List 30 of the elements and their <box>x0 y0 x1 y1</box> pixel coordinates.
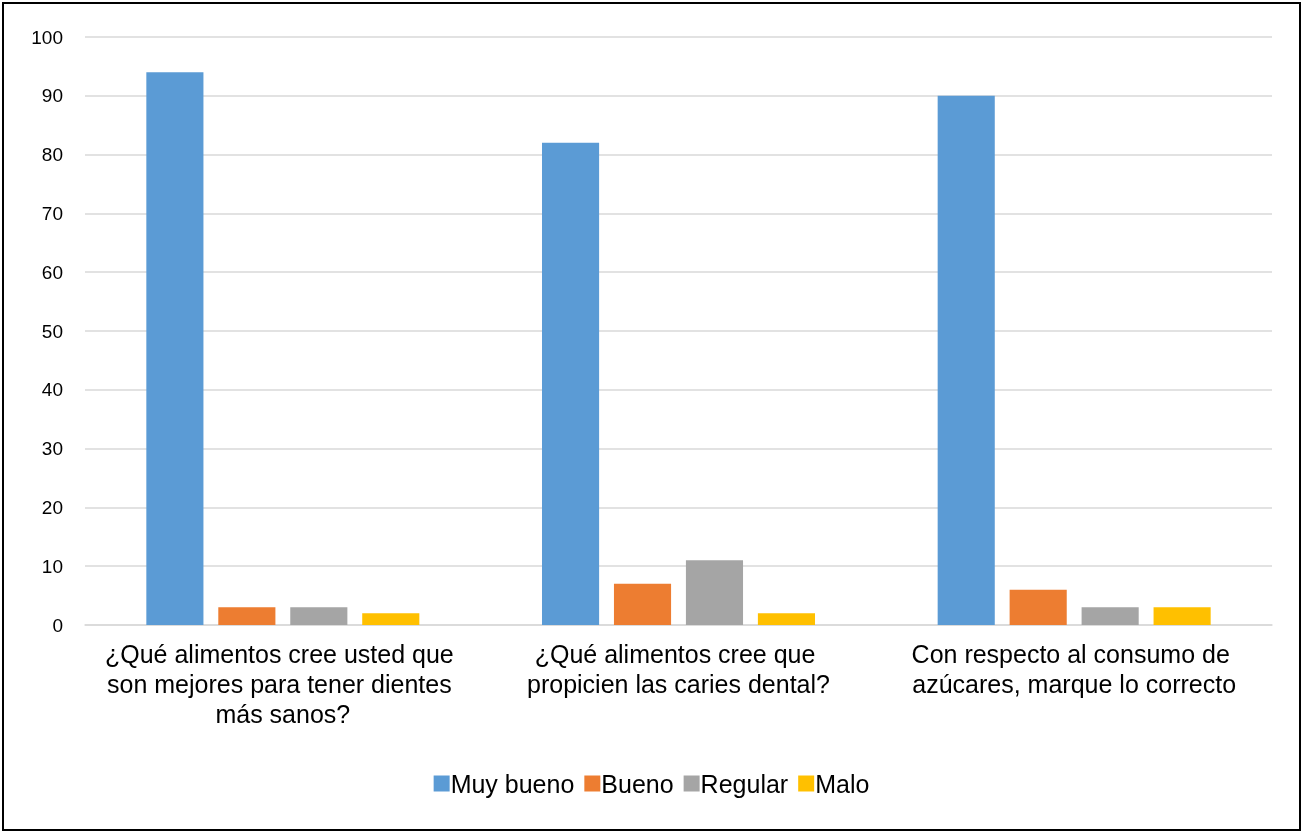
y-tick-label: 80 <box>41 144 63 166</box>
y-tick-label: 70 <box>41 202 63 224</box>
y-tick-label: 20 <box>41 496 63 518</box>
y-tick-label: 100 <box>31 26 63 48</box>
legend-label: Malo <box>815 769 870 798</box>
bar <box>146 72 204 625</box>
y-tick-label: 40 <box>41 379 63 401</box>
bar <box>362 613 420 625</box>
bar <box>542 142 600 625</box>
y-tick-label: 90 <box>41 85 63 107</box>
legend-label: Regular <box>700 769 789 798</box>
bar <box>937 95 995 625</box>
bar <box>218 607 276 625</box>
legend-label: Muy bueno <box>450 769 575 798</box>
y-tick-label: 60 <box>41 261 63 283</box>
legend-label: Bueno <box>601 769 674 798</box>
bar <box>290 607 348 625</box>
y-tick-label: 0 <box>52 614 63 636</box>
bar <box>1009 589 1067 625</box>
bar <box>685 560 744 625</box>
bar <box>613 583 672 625</box>
y-tick-label: 30 <box>41 438 63 460</box>
x-tick-label: Con respecto al consumo de azúcares, marque lo correcto <box>911 640 1237 698</box>
bar <box>757 613 816 625</box>
bar <box>1153 607 1211 625</box>
y-tick-label: 50 <box>41 320 63 342</box>
x-tick-label: ¿Qué alimentos cree que propicien las caries dental? <box>527 640 830 698</box>
bar <box>1081 607 1139 625</box>
y-tick-label: 10 <box>41 555 63 577</box>
x-tick-label: ¿Qué alimentos cree usted que son mejores para tener dientes más sanos? <box>104 640 461 728</box>
